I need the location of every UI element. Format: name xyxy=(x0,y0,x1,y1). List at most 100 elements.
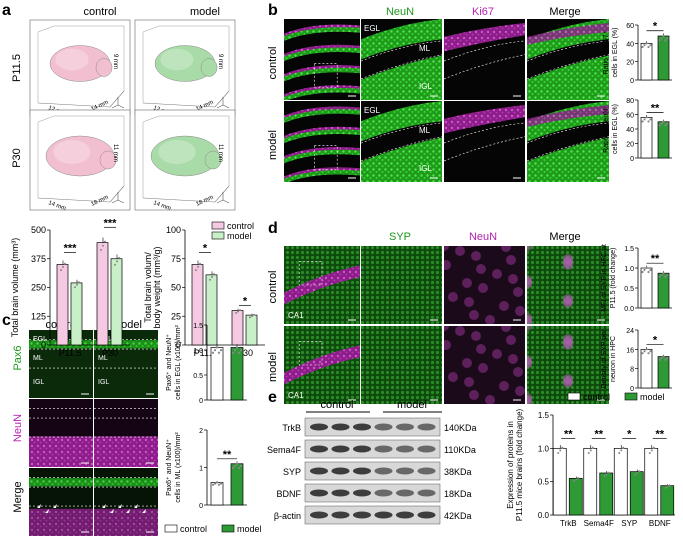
folia-magenta xyxy=(284,85,360,97)
data-point xyxy=(235,462,239,465)
y-tick-label: 100 xyxy=(166,225,181,235)
boundary-line xyxy=(444,40,525,62)
merge-soma xyxy=(527,393,532,403)
data-point xyxy=(577,476,580,479)
data-point xyxy=(557,452,560,454)
data-point xyxy=(235,311,237,314)
data-point xyxy=(591,446,594,449)
blot-band xyxy=(331,467,350,475)
dim-label-height: 11 mm xyxy=(112,144,118,162)
data-point xyxy=(643,118,646,121)
neuron-soma xyxy=(506,255,516,265)
blot-name-Sema4F: Sema4F xyxy=(267,445,302,455)
dim-label-height: 9 mm xyxy=(217,54,223,69)
data-point xyxy=(647,270,650,274)
panel-a-letter: a xyxy=(2,2,11,19)
y-tick-label: 60 xyxy=(626,113,634,120)
category-label: P11.5 xyxy=(59,348,82,358)
data-point xyxy=(100,248,102,251)
y-tick-label: 1.5 xyxy=(538,411,550,420)
d-merge-image xyxy=(527,246,609,324)
b-label-egl: EGL xyxy=(364,24,381,33)
blot-band xyxy=(396,511,414,519)
blot-band xyxy=(417,489,436,497)
y-tick-label: 0.5 xyxy=(624,286,634,293)
brain-highlight xyxy=(53,140,91,164)
data-point xyxy=(660,357,663,360)
bar-P30-model xyxy=(245,314,258,346)
box-edge xyxy=(37,25,125,103)
bar-SYP-model xyxy=(629,471,644,516)
data-point xyxy=(237,351,241,354)
bar-TrkB-control xyxy=(552,447,567,516)
blot-kda: 140KDa xyxy=(444,423,477,433)
neuron-soma xyxy=(501,326,511,332)
boundary-line xyxy=(361,136,442,162)
panel-d-letter: d xyxy=(268,220,278,237)
blot-band xyxy=(331,423,350,431)
cerebellum xyxy=(204,150,222,170)
neuron-soma xyxy=(506,335,516,345)
neuron-soma xyxy=(444,326,449,331)
legend-label-control: control xyxy=(180,524,207,534)
category-label: Sema4F xyxy=(584,519,614,528)
d-neun-image xyxy=(444,246,525,324)
cmerge-egl xyxy=(94,478,158,487)
data-point xyxy=(645,266,648,270)
category-label: SYP xyxy=(621,519,637,528)
data-point xyxy=(575,478,578,481)
neuron-soma xyxy=(513,287,523,297)
data-point xyxy=(622,446,625,449)
boundary-line xyxy=(444,122,525,144)
y-tick-label: 1 xyxy=(199,466,203,473)
merge-igl xyxy=(527,55,609,100)
y-tick-label: 1.0 xyxy=(193,348,203,355)
arrowhead-marker xyxy=(126,509,130,513)
boundary-line xyxy=(527,54,609,80)
chart-c-bottom: 0 1 2 Pax6⁺ and NeuN⁺ cells in ML (x100)/mm²… xyxy=(166,428,247,510)
axis-x xyxy=(222,199,230,204)
data-point xyxy=(239,309,241,312)
cerebellum xyxy=(99,150,117,170)
blot-strip xyxy=(304,461,441,481)
y-tick-label: 1.0 xyxy=(538,444,550,453)
bar-model xyxy=(657,121,670,159)
c-label-ml: ML xyxy=(98,355,108,362)
blot-kda: 38KDa xyxy=(444,467,472,477)
y-tick-label: 0.5 xyxy=(538,478,550,487)
data-point xyxy=(643,44,646,47)
box-edge xyxy=(142,90,230,108)
arrowhead-marker xyxy=(142,509,146,513)
chart-c-top: 0 0.5 1.0 1.5 Pax6⁺ and NeuN⁺ cells in EGL (x… xyxy=(166,323,247,405)
blot-band xyxy=(374,445,393,453)
blot-kda: 42KDa xyxy=(444,511,472,521)
data-point xyxy=(662,355,665,358)
data-point xyxy=(664,358,667,361)
b-header-ki67: Ki67 xyxy=(472,6,494,18)
bar-model xyxy=(657,356,670,389)
neuron-soma xyxy=(501,246,511,252)
data-point xyxy=(664,124,667,127)
y-tick-label: 0 xyxy=(199,503,203,510)
y-tick-label: 125 xyxy=(31,311,46,321)
data-point xyxy=(217,351,221,354)
y-tick-label: 0.5 xyxy=(193,373,203,380)
data-point xyxy=(605,473,608,476)
dim-label-width: 14 mm xyxy=(152,200,171,212)
pax6-egl xyxy=(94,340,158,349)
merge-soma xyxy=(563,374,573,384)
chart-d-top: 0.0 0.5 1.0 1.5 MFI of SYP in HPC at P11.5 (f… xyxy=(601,244,672,313)
data-point xyxy=(645,116,648,119)
boundary-line xyxy=(361,40,442,62)
data-point xyxy=(589,449,592,452)
neuron-soma xyxy=(471,251,481,261)
data-point xyxy=(211,275,213,278)
brain-highlight xyxy=(160,48,194,71)
data-point xyxy=(76,283,78,286)
bar-control xyxy=(640,267,653,309)
y-tick-label: 50 xyxy=(171,283,181,293)
d-header-syp: SYP xyxy=(389,231,411,243)
b-ki67-image xyxy=(444,19,525,100)
legend-swatch-control xyxy=(164,524,178,533)
blot-kda: 18KDa xyxy=(444,489,472,499)
